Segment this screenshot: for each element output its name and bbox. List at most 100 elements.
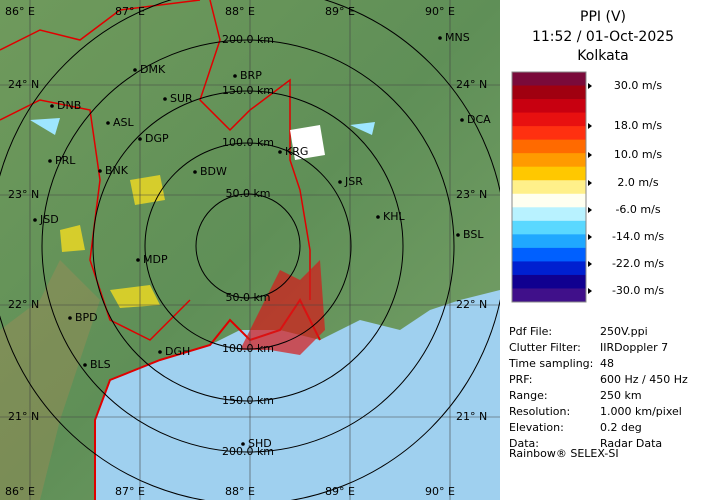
city-dot xyxy=(48,159,52,163)
info-value: 48 xyxy=(600,357,614,370)
city-label: MDP xyxy=(143,253,168,266)
info-key: Time sampling: xyxy=(508,357,593,370)
ring-label: 150.0 km xyxy=(222,394,274,407)
legend-label: -30.0 m/s xyxy=(612,284,664,297)
legend-arrow xyxy=(588,207,592,213)
city-dot xyxy=(138,137,142,141)
legend-label: -6.0 m/s xyxy=(615,203,660,216)
legend-swatch xyxy=(512,207,586,222)
legend-label: -22.0 m/s xyxy=(612,257,664,270)
info-key: Range: xyxy=(509,389,548,402)
lat-label: 21° N xyxy=(8,410,39,423)
title: PPI (V) xyxy=(580,9,626,25)
city-label: SHD xyxy=(248,437,272,450)
city-dot xyxy=(163,97,167,101)
legend-arrow xyxy=(588,83,592,89)
info-value: 600 Hz / 450 Hz xyxy=(600,373,688,386)
city-dot xyxy=(50,104,54,108)
legend-swatch xyxy=(512,153,586,168)
city-label: BPD xyxy=(75,311,98,324)
city-label: KHL xyxy=(383,210,405,223)
city-dot xyxy=(33,218,37,222)
grid xyxy=(0,0,500,500)
city-label: PRL xyxy=(55,154,76,167)
city-dot xyxy=(241,442,245,446)
city-dot xyxy=(98,169,102,173)
legend-arrow xyxy=(588,261,592,267)
lon-label: 87° E xyxy=(115,5,145,18)
city-dot xyxy=(83,363,87,367)
ring-label: 200.0 km xyxy=(222,33,274,46)
lon-label: 90° E xyxy=(425,5,455,18)
legend-swatch xyxy=(512,288,586,303)
echo xyxy=(60,175,165,308)
info-key: Pdf File: xyxy=(509,325,552,338)
city-label: KRG xyxy=(285,145,308,158)
legend-label: 18.0 m/s xyxy=(614,119,662,132)
legend-swatch xyxy=(512,234,586,249)
info-key: Elevation: xyxy=(509,421,564,434)
legend-label: 10.0 m/s xyxy=(614,148,662,161)
lat-label: 23° N xyxy=(456,188,487,201)
city-dot xyxy=(456,233,460,237)
legend-arrow xyxy=(588,152,592,158)
ring-label: 100.0 km xyxy=(222,342,274,355)
legend-frame xyxy=(511,71,587,303)
city-label: JSR xyxy=(344,175,363,188)
city-dot xyxy=(68,316,72,320)
lon-label: 88° E xyxy=(225,5,255,18)
info-value: IIRDoppler 7 xyxy=(600,341,668,354)
city-label: BDW xyxy=(200,165,227,178)
footer: Rainbow® SELEX-SI xyxy=(509,447,619,460)
city-label: MNS xyxy=(445,31,470,44)
legend-swatch xyxy=(512,126,586,141)
lat-label: 21° N xyxy=(456,410,487,423)
range-ring xyxy=(92,90,404,402)
ring-label: 50.0 km xyxy=(225,291,270,304)
legend-swatch xyxy=(512,261,586,276)
info-value: 250V.ppi xyxy=(600,325,648,338)
lon-label: 89° E xyxy=(325,5,355,18)
map-labels: 86° E 86° E 87° E 87° E 88° E 88° E 89° E 89° E… xyxy=(5,5,491,498)
legend-label: 2.0 m/s xyxy=(617,176,658,189)
map: 86° E 86° E 87° E 87° E 88° E 88° E 89° E 89° E… xyxy=(0,0,500,500)
city-label: JSD xyxy=(39,213,59,226)
city-label: ASL xyxy=(113,116,135,129)
ring-label: 50.0 km xyxy=(225,187,270,200)
info-key: PRF: xyxy=(509,373,532,386)
info-value: Radar Data xyxy=(600,437,662,450)
info-value: 0.2 deg xyxy=(600,421,642,434)
legend-arrow xyxy=(588,123,592,129)
info-key: Data: xyxy=(509,437,539,450)
side-panel: PPI (V) 11:52 / 01-Oct-2025 Kolkata 30.0… xyxy=(508,9,688,460)
city-label: DGP xyxy=(145,132,169,145)
lat-label: 23° N xyxy=(8,188,39,201)
ring-label: 150.0 km xyxy=(222,84,274,97)
info-key: Clutter Filter: xyxy=(509,341,581,354)
city-dot xyxy=(278,150,282,154)
legend-arrow xyxy=(588,288,592,294)
lon-label: 86° E xyxy=(5,485,35,498)
city-dot xyxy=(233,74,237,78)
range-ring xyxy=(41,39,455,453)
city-dot xyxy=(133,68,137,72)
legend-swatch xyxy=(512,274,586,289)
info-value: 250 km xyxy=(600,389,642,402)
city-dot xyxy=(193,170,197,174)
lat-label: 24° N xyxy=(456,78,487,91)
time: 11:52 / 01-Oct-2025 xyxy=(532,29,674,45)
info-key: Resolution: xyxy=(509,405,570,418)
legend-swatch xyxy=(512,247,586,262)
range-rings xyxy=(0,0,500,500)
range-ring xyxy=(195,193,301,299)
city-dot xyxy=(460,118,464,122)
lon-label: 86° E xyxy=(5,5,35,18)
legend-swatch xyxy=(512,193,586,208)
legend-swatch xyxy=(512,180,586,195)
echo xyxy=(240,260,325,355)
range-ring xyxy=(144,142,352,350)
lon-label: 90° E xyxy=(425,485,455,498)
terrain xyxy=(0,260,100,500)
city-label: DGH xyxy=(165,345,190,358)
